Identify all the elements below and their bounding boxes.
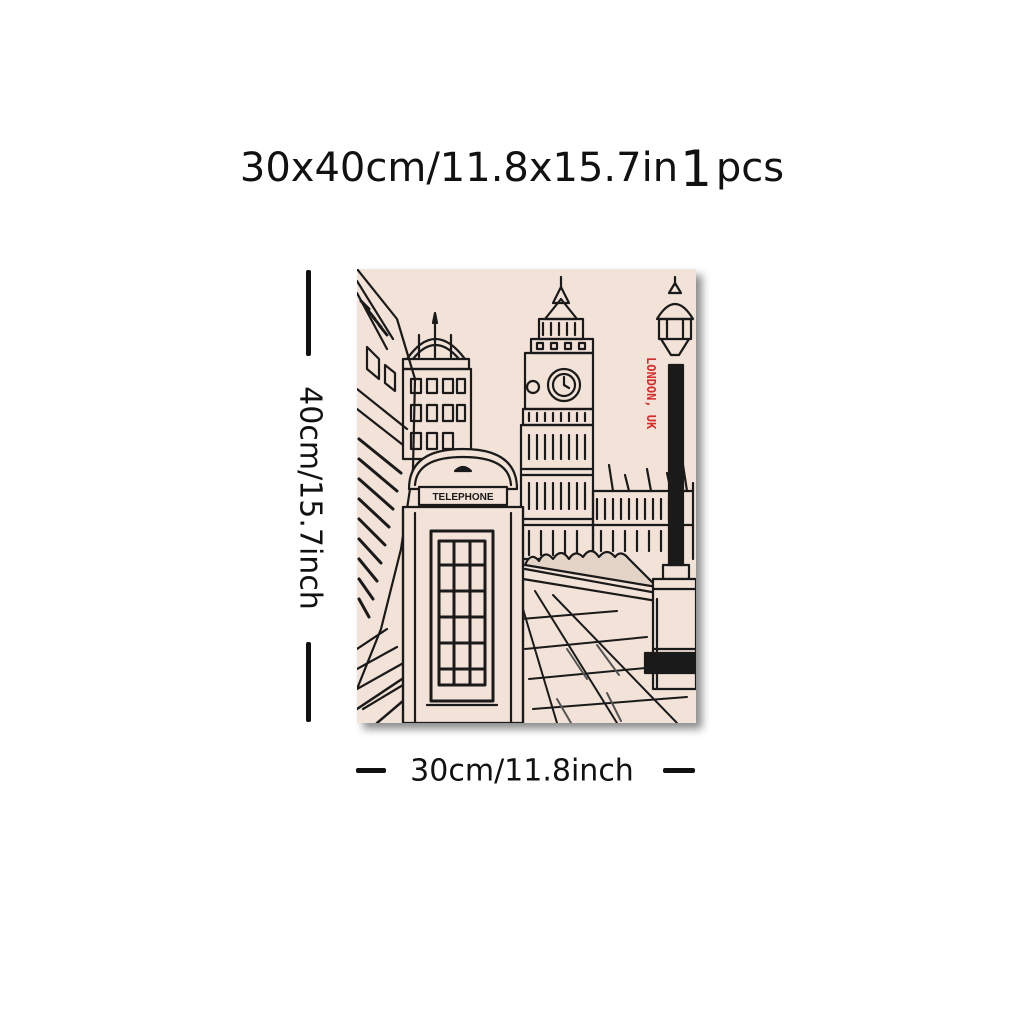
quantity-unit: pcs: [715, 145, 785, 191]
height-dimension-line-top: [306, 270, 311, 356]
width-dimension-line-right: [663, 768, 695, 773]
width-dimension-label: 30cm/11.8inch: [410, 753, 634, 789]
london-street-sketch: TELEPHONE LONDON, UK: [357, 269, 696, 723]
london-sketch-canvas: TELEPHONE LONDON, UK: [357, 269, 696, 723]
big-ben-tower: [519, 275, 595, 561]
height-dimension-line-bottom: [306, 642, 311, 722]
curb-lines: [521, 567, 659, 603]
dome-tower: [401, 311, 473, 461]
size-text: 30x40cm/11.8x15.7in: [239, 145, 679, 191]
height-dimension-label: 40cm/15.7inch: [292, 386, 328, 610]
telephone-booth: [401, 447, 525, 723]
parliament-building: [591, 463, 695, 561]
width-dimension-line-left: [356, 768, 386, 773]
hedge-bushes: [523, 549, 659, 589]
quantity-number: 1: [680, 140, 712, 198]
telephone-sign: TELEPHONE: [432, 492, 493, 503]
street-lamp: [643, 275, 696, 691]
london-caption: LONDON, UK: [644, 357, 658, 430]
product-size-title: 30x40cm/11.8x15.7in1 pcs: [0, 136, 1024, 198]
